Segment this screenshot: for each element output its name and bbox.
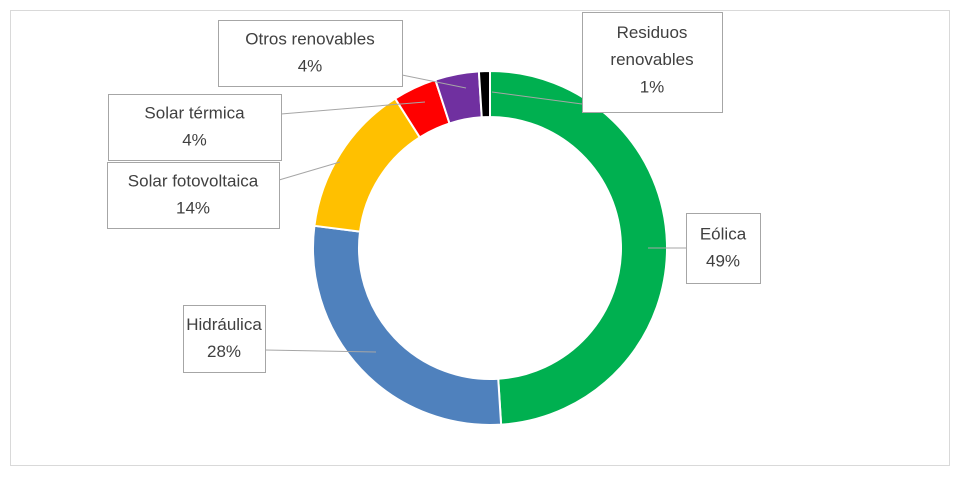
- label-value: 4%: [298, 56, 323, 75]
- label-box: [107, 162, 280, 229]
- label-category: Solar fotovoltaica: [128, 171, 259, 190]
- label-category: Residuos renovables: [610, 23, 693, 69]
- label-box: [183, 305, 266, 373]
- label-box: [582, 12, 723, 113]
- leader-line: [491, 91, 583, 105]
- label-category: Otros renovables: [245, 29, 374, 48]
- leader-line: [264, 349, 377, 353]
- leader-line: [280, 101, 426, 115]
- leader-line: [278, 161, 341, 181]
- label-category: Hidráulica: [186, 315, 262, 334]
- label-value: 49%: [706, 251, 740, 270]
- label-category: Eólica: [700, 224, 747, 243]
- label-box: [218, 20, 403, 87]
- label-category: Solar térmica: [144, 103, 245, 122]
- donut-slice: [489, 69, 668, 426]
- label-box: [686, 213, 761, 284]
- label-value: 4%: [182, 130, 207, 149]
- label-value: 14%: [176, 198, 210, 217]
- label-value: 1%: [640, 77, 665, 96]
- leader-line: [401, 74, 467, 89]
- label-value: 28%: [207, 342, 241, 361]
- label-box: [108, 94, 282, 161]
- donut-slice: [477, 69, 491, 119]
